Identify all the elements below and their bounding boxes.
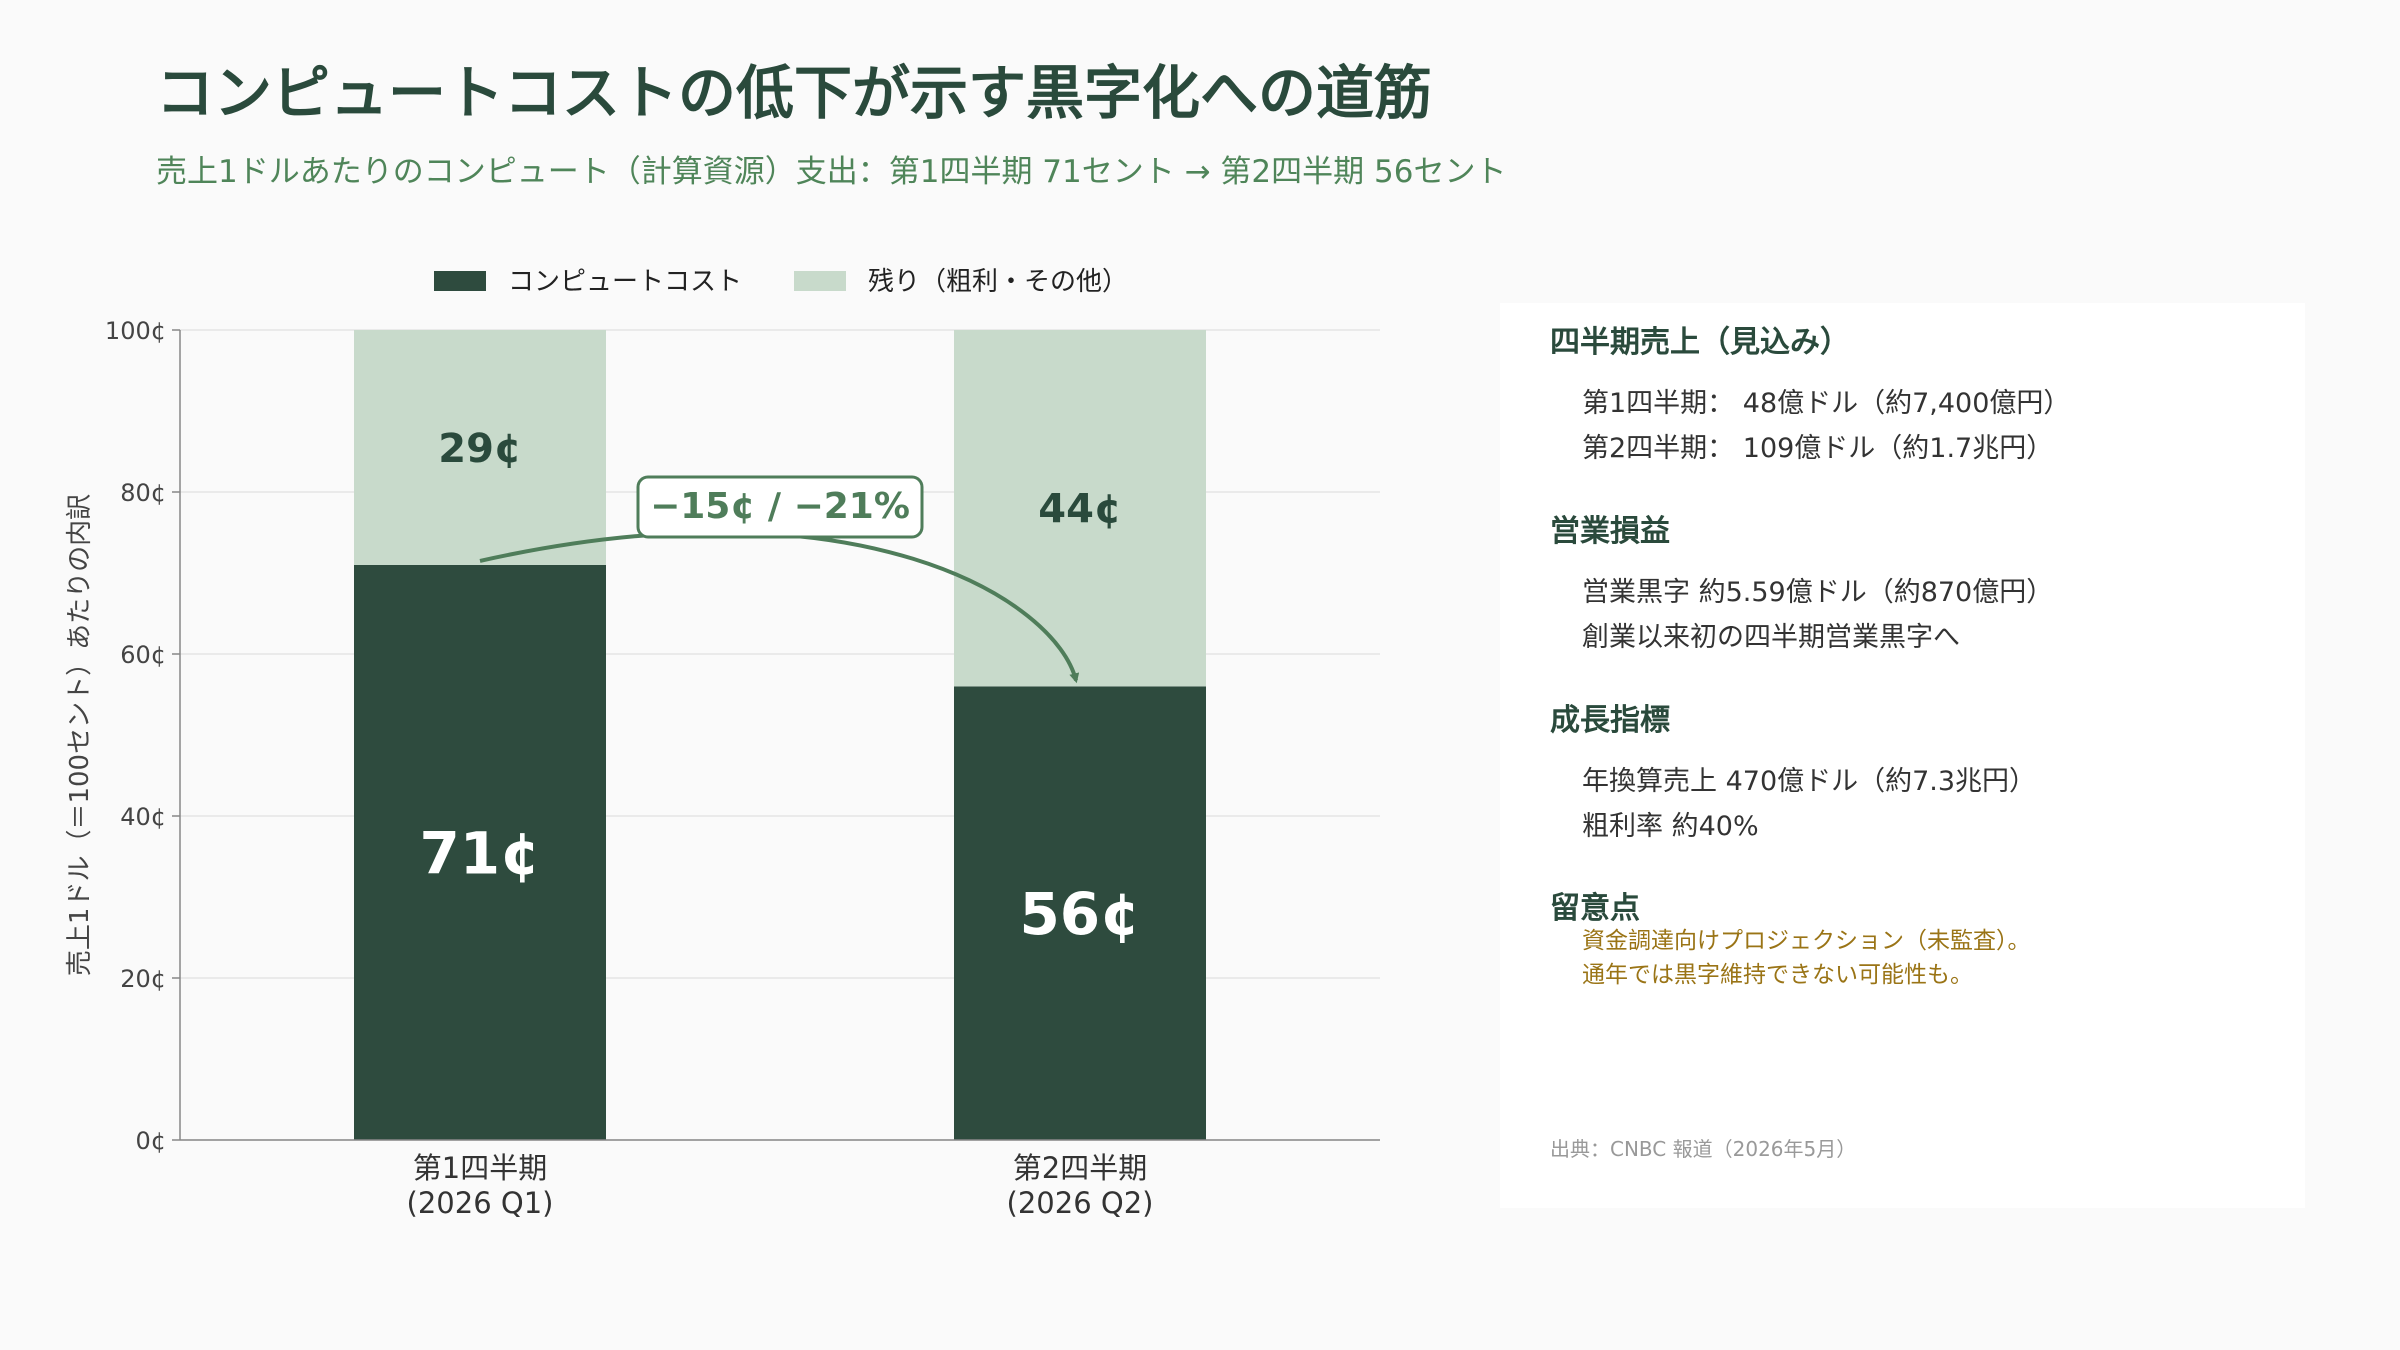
legend-swatch	[434, 271, 486, 291]
x-tick-label: (2026 Q2)	[1007, 1186, 1154, 1220]
annotation-box	[636, 475, 924, 539]
page-subtitle: 売上1ドルあたりのコンピュート（計算資源）支出：第1四半期 71セント → 第2…	[156, 154, 1507, 190]
operating-section-title: 営業損益	[1550, 514, 1670, 549]
x-tick-label: 第2四半期	[1013, 1151, 1147, 1185]
bar-segment	[354, 564, 606, 1140]
bar-segment	[354, 330, 606, 565]
revenue-q1-line: 第1四半期： 48億ドル（約7,400億円）	[1582, 388, 2071, 419]
y-tick-label: 60¢	[120, 641, 166, 669]
bar-value-label: 44¢	[1038, 487, 1122, 533]
annotation-label: −15¢ / −21%	[650, 486, 910, 527]
revenue-q2-line: 第2四半期： 109億ドル（約1.7兆円）	[1582, 433, 2054, 464]
stacked-bar-chart: 0¢ 20¢ 40¢ 60¢ 80¢ 100¢ 第1四半期(2026 Q1) 第2四半期(20…	[65, 267, 1380, 1220]
annotation-arrow	[479, 530, 1080, 684]
annual-revenue-line: 年換算売上 470億ドル（約7.3兆円）	[1582, 766, 2037, 797]
legend-label: コンピュートコスト	[508, 267, 742, 297]
bar-segment	[954, 330, 1206, 687]
y-tick-label: 0¢	[135, 1127, 166, 1155]
notes-section-title: 留意点	[1550, 891, 1640, 926]
bar-value-label: 71¢	[419, 819, 540, 887]
y-tick-label: 40¢	[120, 803, 166, 831]
y-tick-label: 20¢	[120, 965, 166, 993]
operating-profit-line: 営業黒字 約5.59億ドル（約870億円）	[1582, 577, 2054, 608]
first-profit-line: 創業以来初の四半期営業黒字へ	[1582, 622, 1960, 653]
x-tick-label: (2026 Q1)	[407, 1186, 554, 1220]
y-tick-label: 80¢	[120, 479, 166, 507]
y-tick-label: 100¢	[105, 317, 166, 345]
growth-section-title: 成長指標	[1550, 703, 1670, 738]
source-note: 出典：CNBC 報道（2026年5月）	[1550, 1137, 1857, 1161]
note-line-1: 資金調達向けプロジェクション（未監査）。	[1582, 928, 2031, 954]
legend-swatch	[794, 271, 846, 291]
bar-segment	[954, 686, 1206, 1140]
bar-value-label: 29¢	[438, 426, 522, 472]
legend-label: 残り（粗利・その他）	[868, 267, 1128, 297]
gross-margin-line: 粗利率 約40%	[1582, 811, 1759, 842]
bar-value-label: 56¢	[1019, 880, 1140, 948]
y-axis-title: 売上1ドル（＝100セント）あたりの内訳	[65, 494, 95, 976]
note-line-2: 通年では黒字維持できない可能性も。	[1582, 962, 1973, 988]
revenue-section-title: 四半期売上（見込み）	[1550, 325, 1850, 360]
page-title: コンピュートコストの低下が示す黒字化への道筋	[156, 59, 1433, 127]
summary-panel: 四半期売上（見込み） 第1四半期： 48億ドル（約7,400億円） 第2四半期：…	[1500, 303, 2305, 1208]
x-tick-label: 第1四半期	[413, 1151, 547, 1185]
